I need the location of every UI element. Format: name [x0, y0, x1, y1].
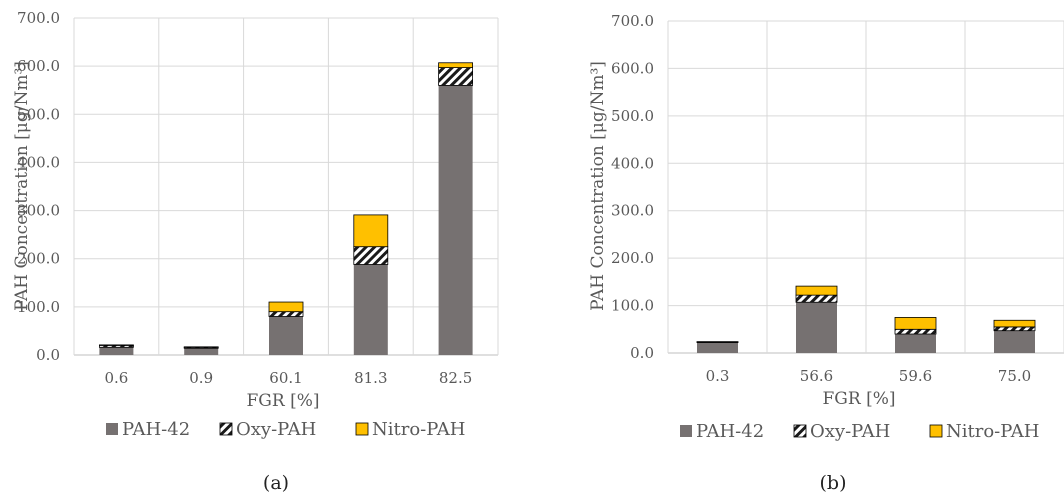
y-tick-label-a: 400.0 — [17, 153, 60, 171]
x-tick-label-b: 59.6 — [899, 367, 932, 385]
y-tick-label-b: 400.0 — [611, 154, 654, 172]
bars-b — [696, 285, 1036, 353]
bar-pah42-a — [438, 85, 473, 356]
bar-oxy-b — [795, 294, 838, 303]
bar-pah42-a — [184, 348, 219, 355]
legend-label-nitro-a: Nitro-PAH — [372, 419, 465, 440]
legend-label-oxy-b: Oxy-PAH — [810, 421, 890, 442]
legend-swatch-nitro-b — [929, 424, 943, 438]
legend-label-oxy-a: Oxy-PAH — [236, 419, 316, 440]
y-tick-label-a: 100.0 — [17, 298, 60, 316]
bar-nitro-a — [268, 301, 304, 313]
legend-label-pah42-a: PAH-42 — [122, 419, 190, 440]
bar-nitro-b — [894, 317, 937, 330]
bars-a — [99, 62, 474, 356]
legend-swatch-pah42-b — [680, 425, 692, 437]
chart-b: 0.0 100.0 200.0 300.0 400.0 500.0 600.0 700.0 0… — [588, 12, 1064, 494]
bar-pah42-b — [796, 302, 837, 353]
bar-oxy-a — [353, 246, 389, 265]
legend-a: PAH-42 Oxy-PAH Nitro-PAH — [106, 419, 465, 440]
gridlines-b — [667, 20, 1064, 354]
bar-nitro-b — [795, 285, 838, 296]
bar-nitro-a — [353, 214, 389, 248]
legend-swatch-oxy-b — [793, 424, 807, 438]
bar-pah42-b — [994, 330, 1035, 353]
y-tick-label-b: 0.0 — [630, 344, 654, 362]
gridlines-a — [73, 17, 499, 356]
y-tick-label-b: 200.0 — [611, 249, 654, 267]
x-tick-labels-b: 0.3 56.6 59.6 75.0 — [706, 367, 1032, 385]
legend-swatch-oxy-a — [219, 422, 233, 436]
bar-nitro-b — [993, 319, 1036, 328]
caption-a: (a) — [263, 472, 289, 494]
bar-oxy-a — [268, 311, 304, 317]
legend-swatch-pah42-a — [106, 423, 118, 435]
y-tick-label-b: 700.0 — [611, 12, 654, 30]
x-tick-label-b: 0.3 — [706, 367, 730, 385]
y-tick-label-a: 0.0 — [36, 346, 60, 364]
y-tick-label-b: 300.0 — [611, 202, 654, 220]
bar-pah42-a — [353, 264, 388, 355]
y-tick-label-b: 500.0 — [611, 107, 654, 125]
chart-a: 0.0 100.0 200.0 300.0 400.0 500.0 600.0 700.0 0… — [12, 9, 499, 494]
y-tick-label-b: 600.0 — [611, 59, 654, 77]
bar-oxy-b — [993, 326, 1036, 332]
legend-label-nitro-b: Nitro-PAH — [946, 421, 1039, 442]
x-tick-labels-a: 0.6 0.9 60.1 81.3 82.5 — [104, 369, 472, 387]
x-tick-label-b: 75.0 — [998, 367, 1031, 385]
x-axis-label-b: FGR [%] — [823, 389, 896, 409]
legend-swatch-nitro-a — [355, 422, 369, 436]
x-tick-label-a: 82.5 — [439, 369, 472, 387]
bar-pah42-b — [697, 342, 738, 353]
y-tick-label-a: 500.0 — [17, 105, 60, 123]
bar-pah42-a — [269, 316, 303, 355]
y-tick-label-a: 200.0 — [17, 250, 60, 268]
x-axis-label-a: FGR [%] — [247, 391, 320, 411]
bar-pah42-a — [99, 347, 134, 355]
y-axis-label-b: PAH Concentration [μg/Nm³] — [588, 61, 608, 311]
bar-oxy-a — [438, 67, 474, 86]
bar-oxy-b — [894, 328, 937, 335]
caption-b: (b) — [820, 472, 847, 494]
x-tick-label-b: 56.6 — [800, 367, 833, 385]
legend-b: PAH-42 Oxy-PAH Nitro-PAH — [680, 421, 1039, 442]
y-tick-label-a: 700.0 — [17, 9, 60, 27]
y-tick-label-b: 100.0 — [611, 297, 654, 315]
bar-pah42-b — [895, 334, 936, 353]
y-tick-label-a: 600.0 — [17, 57, 60, 75]
y-tick-label-a: 300.0 — [17, 202, 60, 220]
legend-label-pah42-b: PAH-42 — [696, 421, 764, 442]
y-tick-labels-a: 0.0 100.0 200.0 300.0 400.0 500.0 600.0 700.0 — [17, 9, 60, 364]
x-tick-label-a: 81.3 — [354, 369, 387, 387]
bar-nitro-a — [438, 62, 474, 68]
x-tick-label-a: 60.1 — [269, 369, 302, 387]
y-axis-label-a: PAH Concentration [μg/Nm³] — [12, 61, 32, 311]
x-tick-label-a: 0.9 — [189, 369, 213, 387]
x-tick-label-a: 0.6 — [104, 369, 128, 387]
y-tick-labels-b: 0.0 100.0 200.0 300.0 400.0 500.0 600.0 700.0 — [611, 12, 654, 362]
